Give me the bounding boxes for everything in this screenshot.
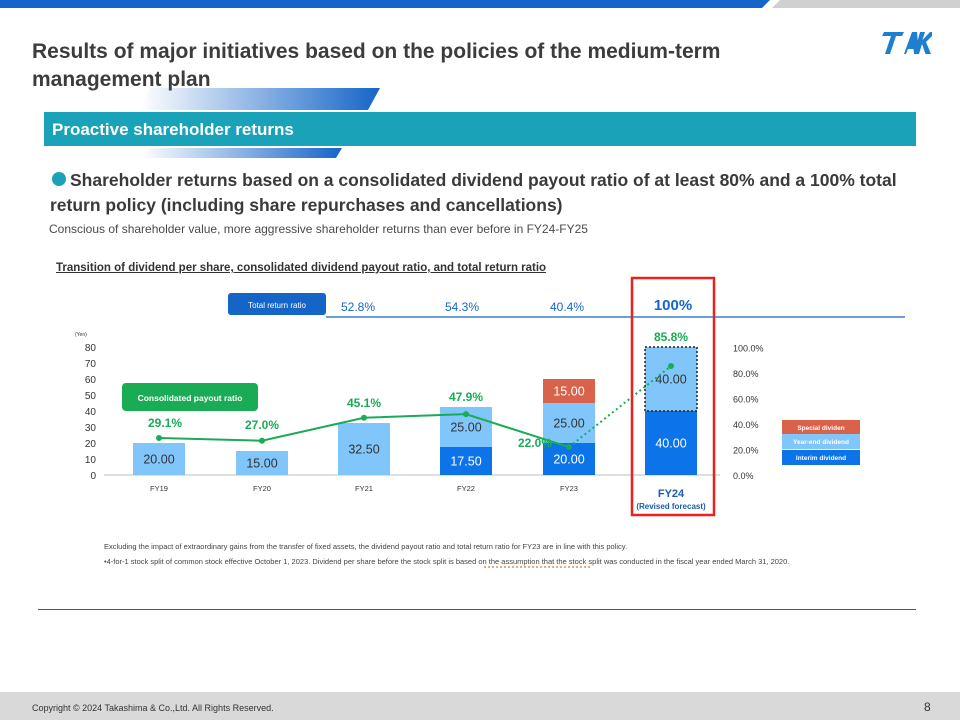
payout-ratio-point bbox=[566, 444, 572, 451]
legend-label: Year-end dividend bbox=[793, 439, 849, 446]
dividend-chart: 0 10 20 30 40 50 60 70 80 (Yen) 0.0% 20.0% 40.0% 60.0… bbox=[75, 276, 905, 517]
subline: Conscious of shareholder value, more agg… bbox=[49, 222, 588, 236]
bullet-icon bbox=[52, 172, 66, 186]
y-tick-label: 70 bbox=[85, 359, 97, 370]
tak-logo-icon bbox=[882, 32, 932, 54]
bar-value-label: 32.50 bbox=[348, 443, 379, 457]
payout-ratio-point bbox=[668, 363, 674, 370]
legend-label: Special dividen bbox=[797, 425, 844, 432]
payout-ratio-point bbox=[156, 435, 162, 442]
y2-tick-label: 40.0% bbox=[733, 420, 759, 430]
payout-ratio-forecast-line bbox=[568, 365, 672, 448]
y2-tick-label: 20.0% bbox=[733, 446, 759, 456]
payout-ratio-label: 22.0% bbox=[518, 436, 552, 450]
payout-ratio-legend-label: Consolidated payout ratio bbox=[138, 393, 243, 403]
bar-value-label: 20.00 bbox=[553, 453, 584, 467]
page-title: Results of major initiatives based on th… bbox=[32, 40, 721, 91]
bar-value-label: 20.00 bbox=[143, 453, 174, 467]
x-tick-label: FY22 bbox=[457, 484, 475, 493]
payout-ratio-label: 45.1% bbox=[347, 396, 381, 410]
total-return-label: 52.8% bbox=[341, 300, 375, 314]
fy24-highlight-box bbox=[630, 276, 716, 517]
legend-swatch bbox=[782, 420, 860, 435]
y-tick-label: 60 bbox=[85, 375, 97, 386]
bar-segment bbox=[543, 403, 595, 443]
copyright: Copyright © 2024 Takashima & Co.,Ltd. Al… bbox=[32, 703, 274, 713]
bar-value-label: 40.00 bbox=[655, 437, 686, 451]
y2-tick-label: 60.0% bbox=[733, 395, 759, 405]
x-tick-label: FY19 bbox=[150, 484, 168, 493]
payout-ratio-point bbox=[259, 437, 265, 444]
bar-segment bbox=[236, 451, 288, 475]
total-return-legend-label: Total return ratio bbox=[248, 301, 306, 310]
y-tick-label: 0 bbox=[90, 471, 96, 482]
payout-ratio-legend-box bbox=[122, 383, 258, 411]
y-tick-label: 30 bbox=[85, 423, 97, 434]
bar-value-label: 15.00 bbox=[553, 385, 584, 399]
category-note: (Revised forecast) bbox=[636, 502, 706, 511]
legend-label: Interim dividend bbox=[796, 455, 846, 462]
payout-ratio-point bbox=[463, 411, 469, 418]
bar-segment bbox=[543, 379, 595, 403]
total-return-label: 40.4% bbox=[550, 300, 584, 314]
legend-swatch bbox=[782, 450, 860, 465]
bar-value-label: 25.00 bbox=[450, 421, 481, 435]
x-tick-label: FY21 bbox=[355, 484, 373, 493]
y-tick-label: 50 bbox=[85, 391, 97, 402]
bar-segment bbox=[440, 447, 492, 475]
footer-bar bbox=[0, 692, 960, 720]
top-accent-bar bbox=[0, 0, 960, 8]
bar-segment bbox=[133, 443, 185, 475]
x-tick-label: FY20 bbox=[253, 484, 271, 493]
payout-ratio-label: 47.9% bbox=[449, 390, 483, 404]
payout-ratio-label: 85.8% bbox=[654, 330, 688, 344]
x-tick-label: FY23 bbox=[560, 484, 578, 493]
bar-segment bbox=[644, 346, 698, 412]
header-decoration bbox=[140, 88, 380, 158]
y-tick-label: 80 bbox=[85, 343, 97, 354]
page-number: 8 bbox=[924, 700, 931, 714]
y-tick-label: 10 bbox=[85, 455, 97, 466]
y2-tick-label: 0.0% bbox=[733, 471, 754, 481]
bar-value-label: 25.00 bbox=[553, 417, 584, 431]
payout-ratio-label: 29.1% bbox=[148, 416, 182, 430]
total-return-legend-box bbox=[228, 293, 326, 315]
y-tick-label: 20 bbox=[85, 439, 97, 450]
chart-title: Transition of dividend per share, consol… bbox=[56, 262, 547, 274]
y2-tick-label: 80.0% bbox=[733, 369, 759, 379]
note-stock-split: •4-for-1 stock split of common stock eff… bbox=[104, 557, 790, 566]
bar-value-label: 15.00 bbox=[246, 457, 277, 471]
bar-value-label: 17.50 bbox=[450, 455, 481, 469]
note-fy23: Excluding the impact of extraordinary ga… bbox=[104, 542, 628, 551]
total-return-label: 100% bbox=[654, 297, 692, 314]
headline: Shareholder returns based on a consolida… bbox=[50, 170, 897, 215]
y2-tick-label: 100.0% bbox=[733, 344, 764, 354]
y-tick-label: 40 bbox=[85, 407, 97, 418]
section-title: Proactive shareholder returns bbox=[52, 120, 294, 139]
y-unit-label: (Yen) bbox=[75, 332, 87, 338]
divider bbox=[38, 609, 916, 610]
legend-swatch bbox=[782, 434, 860, 449]
bar-segment bbox=[645, 411, 697, 475]
payout-ratio-point bbox=[361, 414, 367, 421]
bar-value-label: 40.00 bbox=[655, 373, 686, 387]
section-bar bbox=[44, 112, 916, 146]
total-return-label: 54.3% bbox=[445, 300, 479, 314]
x-tick-label: FY24 bbox=[658, 488, 685, 500]
bar-segment bbox=[338, 423, 390, 475]
payout-ratio-label: 27.0% bbox=[245, 418, 279, 432]
note-underline bbox=[484, 566, 592, 568]
